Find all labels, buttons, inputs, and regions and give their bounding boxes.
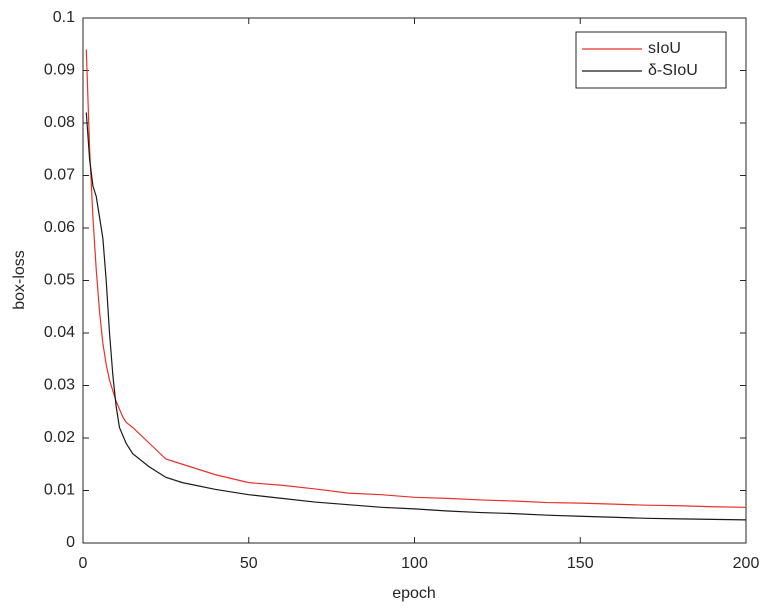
x-tick-label: 100 xyxy=(401,555,428,572)
series-line xyxy=(85,112,747,521)
legend-label: δ-SIoU xyxy=(648,62,698,79)
y-tick-label: 0.09 xyxy=(44,62,75,79)
y-tick-label: 0 xyxy=(66,534,75,551)
x-tick-label: 150 xyxy=(567,555,594,572)
legend-box xyxy=(575,31,727,89)
y-tick-label: 0.08 xyxy=(44,114,75,131)
y-tick-label: 0.07 xyxy=(44,167,75,184)
x-tick-label: 200 xyxy=(733,555,760,572)
plot-area xyxy=(82,17,747,544)
y-tick-label: 0.01 xyxy=(44,482,75,499)
y-tick-label: 0.1 xyxy=(53,9,75,26)
x-tick-label: 0 xyxy=(79,555,88,572)
series-line xyxy=(85,49,747,508)
x-tick-label: 50 xyxy=(240,555,258,572)
y-tick-label: 0.05 xyxy=(44,272,75,289)
y-tick-label: 0.02 xyxy=(44,429,75,446)
y-tick-label: 0.06 xyxy=(44,219,75,236)
legend-label: sIoU xyxy=(648,40,681,57)
y-axis-label: box-loss xyxy=(11,250,28,310)
y-tick-label: 0.04 xyxy=(44,324,75,341)
x-axis-label: epoch xyxy=(392,585,436,602)
y-tick-label: 0.03 xyxy=(44,377,75,394)
